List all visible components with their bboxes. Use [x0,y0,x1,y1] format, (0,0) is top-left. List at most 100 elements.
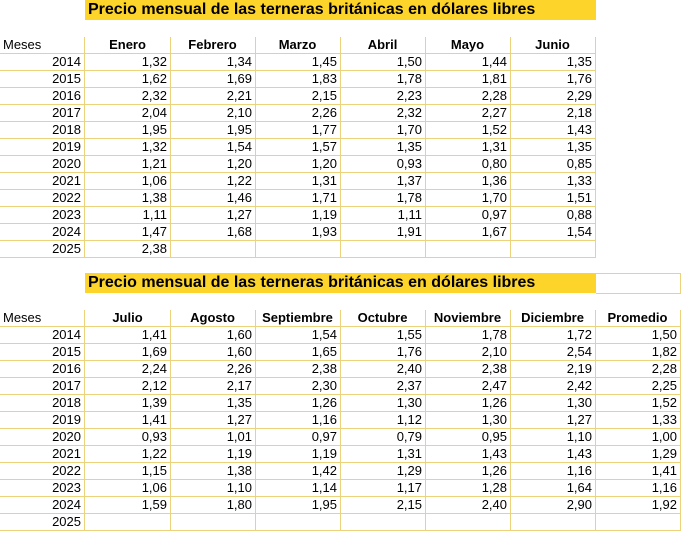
year-cell: 2019 [0,412,85,429]
year-cell: 2014 [0,54,85,71]
value-cell: 1,06 [85,173,171,190]
value-cell: 1,26 [425,395,511,412]
value-cell: 1,16 [595,480,681,497]
value-cell: 1,35 [510,54,596,71]
value-cell: 1,76 [510,71,596,88]
year-cell: 2021 [0,446,85,463]
year-cell: 2022 [0,463,85,480]
value-cell: 2,26 [255,105,341,122]
value-cell: 2,23 [340,88,426,105]
value-cell: 1,35 [170,395,256,412]
value-cell: 1,30 [510,395,596,412]
value-cell: 0,93 [85,429,171,446]
year-cell: 2018 [0,395,85,412]
empty-cell [510,514,596,531]
value-cell: 2,32 [85,88,171,105]
value-cell: 1,70 [425,190,511,207]
value-cell: 0,80 [425,156,511,173]
value-cell: 1,81 [425,71,511,88]
value-cell: 1,20 [170,156,256,173]
value-cell: 0,97 [255,429,341,446]
column-header: Agosto [170,310,256,327]
value-cell: 2,38 [425,361,511,378]
year-cell: 2017 [0,378,85,395]
value-cell: 0,79 [340,429,426,446]
year-cell: 2024 [0,224,85,241]
year-cell: 2025 [0,514,85,531]
year-cell: 2018 [0,122,85,139]
value-cell: 1,41 [595,463,681,480]
value-cell: 2,28 [595,361,681,378]
value-cell: 0,85 [510,156,596,173]
value-cell: 2,42 [510,378,596,395]
value-cell: 1,52 [425,122,511,139]
year-cell: 2022 [0,190,85,207]
value-cell: 1,26 [425,463,511,480]
year-cell: 2024 [0,497,85,514]
column-header: Octubre [340,310,426,327]
value-cell: 1,50 [340,54,426,71]
value-cell: 2,54 [510,344,596,361]
value-cell: 1,43 [425,446,511,463]
value-cell: 1,28 [425,480,511,497]
value-cell: 1,59 [85,497,171,514]
value-cell: 2,18 [510,105,596,122]
value-cell: 2,47 [425,378,511,395]
value-cell: 2,17 [170,378,256,395]
column-header: Junio [510,37,596,54]
value-cell: 1,64 [510,480,596,497]
value-cell: 1,31 [425,139,511,156]
value-cell: 1,39 [85,395,171,412]
value-cell: 1,19 [255,207,341,224]
value-cell: 1,10 [170,480,256,497]
value-cell: 1,52 [595,395,681,412]
value-cell: 1,29 [340,463,426,480]
value-cell: 1,32 [85,139,171,156]
value-cell: 2,40 [425,497,511,514]
value-cell: 1,19 [255,446,341,463]
year-cell: 2019 [0,139,85,156]
value-cell: 1,45 [255,54,341,71]
value-cell: 1,92 [595,497,681,514]
value-cell: 2,37 [340,378,426,395]
value-cell: 1,44 [425,54,511,71]
value-cell: 1,62 [85,71,171,88]
value-cell: 2,21 [170,88,256,105]
value-cell: 1,70 [340,122,426,139]
value-cell: 1,30 [340,395,426,412]
value-cell: 1,35 [340,139,426,156]
value-cell: 1,38 [85,190,171,207]
year-cell: 2020 [0,429,85,446]
year-cell: 2015 [0,71,85,88]
value-cell: 1,27 [170,412,256,429]
year-cell: 2025 [0,241,85,258]
value-cell: 1,16 [255,412,341,429]
year-cell: 2016 [0,88,85,105]
value-cell: 2,40 [340,361,426,378]
table-title: Precio mensual de las terneras británica… [85,0,596,20]
value-cell: 2,24 [85,361,171,378]
year-cell: 2016 [0,361,85,378]
value-cell: 1,41 [85,327,171,344]
value-cell: 1,11 [85,207,171,224]
value-cell: 1,91 [340,224,426,241]
value-cell: 2,26 [170,361,256,378]
empty-cell [340,514,426,531]
year-cell: 2023 [0,207,85,224]
value-cell: 1,82 [595,344,681,361]
value-cell: 1,50 [595,327,681,344]
value-cell: 2,04 [85,105,171,122]
value-cell: 1,33 [595,412,681,429]
value-cell: 1,20 [255,156,341,173]
value-cell: 1,38 [170,463,256,480]
value-cell: 2,25 [595,378,681,395]
column-header: Enero [85,37,171,54]
value-cell: 2,30 [255,378,341,395]
value-cell: 1,22 [85,446,171,463]
value-cell: 1,46 [170,190,256,207]
value-cell: 2,29 [510,88,596,105]
value-cell: 0,95 [425,429,511,446]
value-cell: 2,10 [170,105,256,122]
row-header-label: Meses [0,310,85,327]
